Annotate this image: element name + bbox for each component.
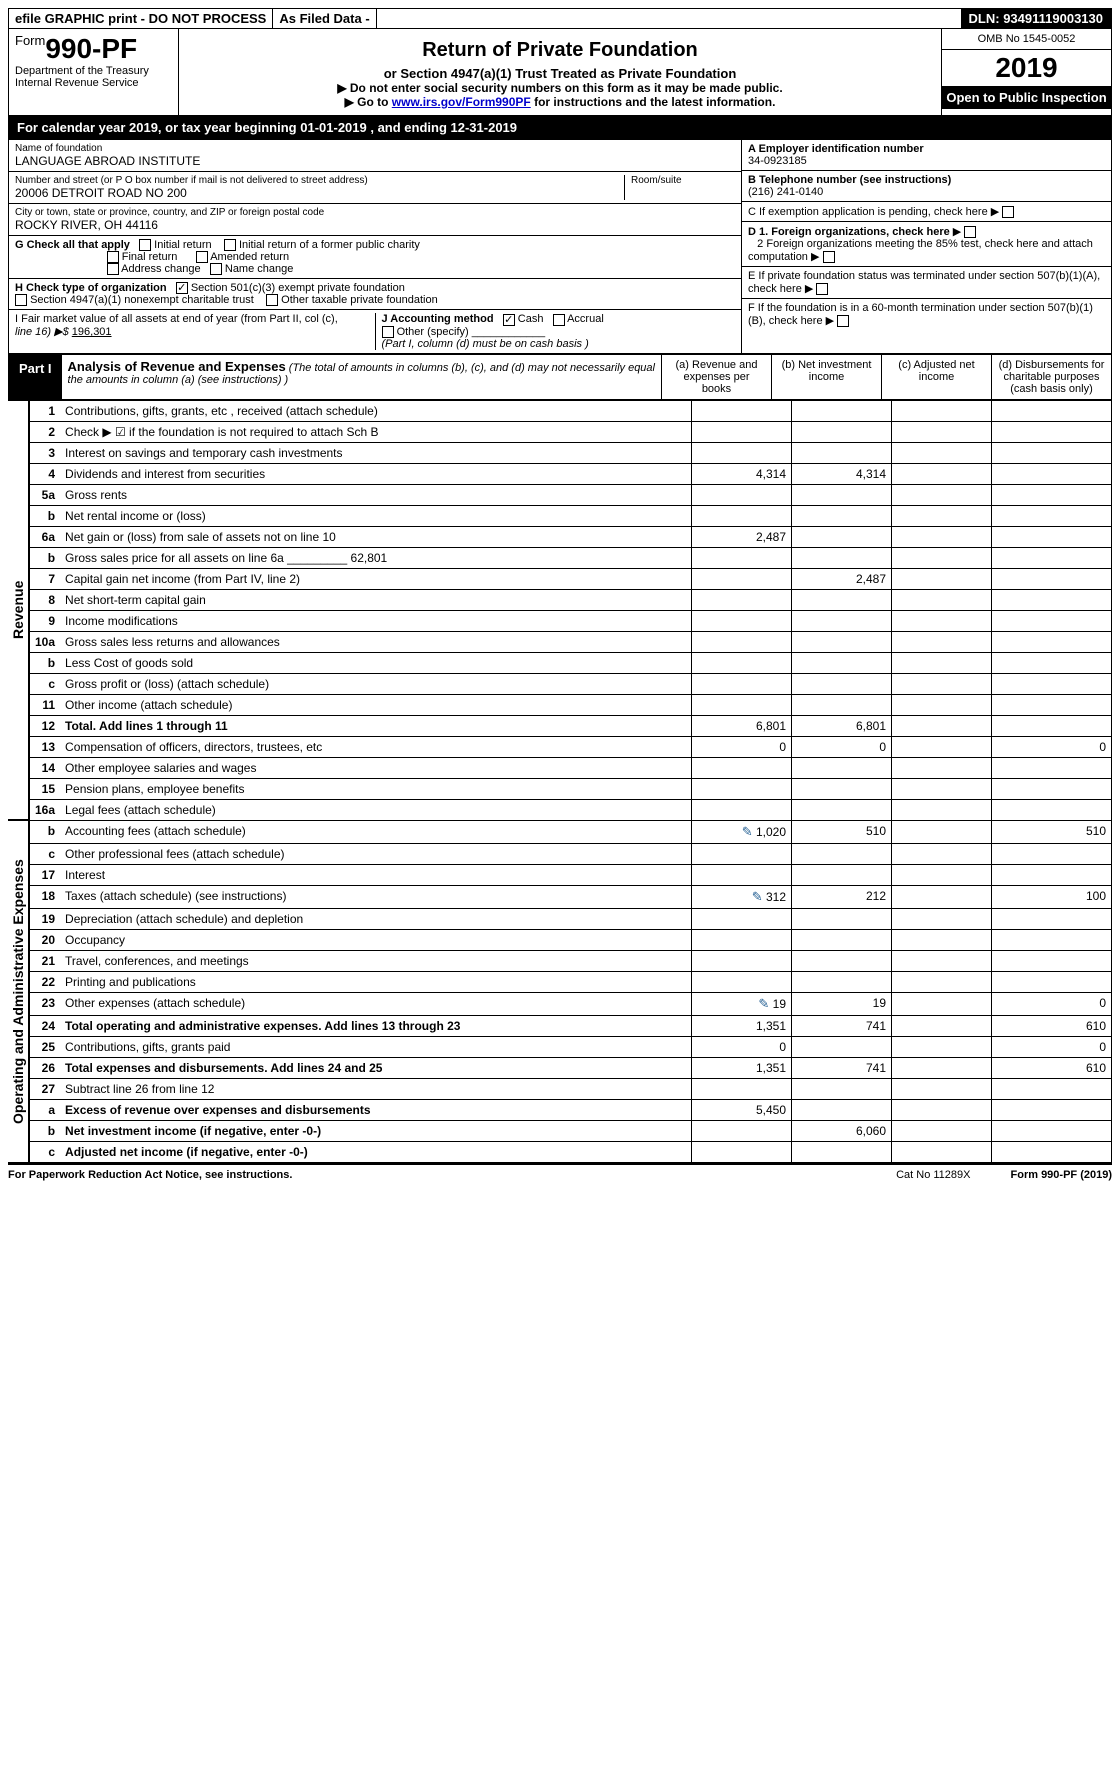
table-row: cGross profit or (loss) (attach schedule… (30, 673, 1112, 694)
table-row: 9Income modifications (30, 610, 1112, 631)
table-row: bAccounting fees (attach schedule)✎ 1,02… (30, 820, 1112, 843)
chk-F[interactable] (837, 315, 849, 327)
chk-cash[interactable]: ✓ (503, 314, 515, 326)
table-row: 7Capital gain net income (from Part IV, … (30, 568, 1112, 589)
table-row: 22Printing and publications (30, 971, 1112, 992)
table-row: 11Other income (attach schedule) (30, 694, 1112, 715)
table-row: 25Contributions, gifts, grants paid00 (30, 1036, 1112, 1057)
table-row: 14Other employee salaries and wages (30, 757, 1112, 778)
chk-initial-former[interactable] (224, 239, 236, 251)
chk-address[interactable] (107, 263, 119, 275)
header-center: Return of Private Foundation or Section … (179, 29, 941, 115)
irs-link[interactable]: www.irs.gov/Form990PF (392, 95, 531, 109)
table-row: bNet investment income (if negative, ent… (30, 1120, 1112, 1141)
table-row: 27Subtract line 26 from line 12 (30, 1078, 1112, 1099)
table-row: 10aGross sales less returns and allowanc… (30, 631, 1112, 652)
table-row: 5aGross rents (30, 484, 1112, 505)
chk-initial[interactable] (139, 239, 151, 251)
expenses-side-label: Operating and Administrative Expenses (8, 820, 29, 1163)
table-row: 26Total expenses and disbursements. Add … (30, 1057, 1112, 1078)
table-row: 4Dividends and interest from securities4… (30, 463, 1112, 484)
table-row: bGross sales price for all assets on lin… (30, 547, 1112, 568)
table-row: 8Net short-term capital gain (30, 589, 1112, 610)
chk-other-tax[interactable] (266, 294, 278, 306)
as-filed: As Filed Data - (272, 9, 376, 28)
revenue-side-label: Revenue (8, 400, 29, 820)
form-title: Return of Private Foundation (185, 39, 935, 62)
foundation-name: LANGUAGE ABROAD INSTITUTE (15, 154, 735, 168)
page-footer: For Paperwork Reduction Act Notice, see … (8, 1165, 1112, 1181)
part1-body: Revenue Operating and Administrative Exp… (8, 400, 1112, 1165)
table-row: 1Contributions, gifts, grants, etc , rec… (30, 400, 1112, 421)
city-state-zip: ROCKY RIVER, OH 44116 (15, 218, 735, 232)
attachment-icon[interactable]: ✎ (758, 996, 769, 1011)
omb-number: OMB No 1545-0052 (942, 29, 1111, 50)
top-bar: efile GRAPHIC print - DO NOT PROCESS As … (8, 8, 1112, 29)
attachment-icon[interactable]: ✎ (752, 889, 763, 904)
table-row: 12Total. Add lines 1 through 116,8016,80… (30, 715, 1112, 736)
chk-final[interactable] (107, 251, 119, 263)
street-address: 20006 DETROIT ROAD NO 200 (15, 186, 618, 200)
table-row: 16aLegal fees (attach schedule) (30, 799, 1112, 820)
chk-E[interactable] (816, 283, 828, 295)
form-number: 990-PF (45, 33, 137, 64)
chk-D1[interactable] (964, 226, 976, 238)
table-row: 17Interest (30, 864, 1112, 885)
open-inspection: Open to Public Inspection (942, 86, 1111, 109)
table-row: bNet rental income or (loss) (30, 505, 1112, 526)
identification-block: Name of foundation LANGUAGE ABROAD INSTI… (8, 140, 1112, 353)
header-right: OMB No 1545-0052 2019 Open to Public Ins… (941, 29, 1111, 115)
tax-year: 2019 (942, 50, 1111, 86)
header-left: Form990-PF Department of the Treasury In… (9, 29, 179, 115)
phone: (216) 241-0140 (748, 186, 823, 198)
table-row: 24Total operating and administrative exp… (30, 1015, 1112, 1036)
table-row: cAdjusted net income (if negative, enter… (30, 1141, 1112, 1162)
chk-4947[interactable] (15, 294, 27, 306)
table-row: 2Check ▶ ☑ if the foundation is not requ… (30, 421, 1112, 442)
dln: DLN: 93491119003130 (961, 9, 1111, 28)
fmv-value: 196,301 (72, 326, 112, 338)
ein: 34-0923185 (748, 155, 807, 167)
form-header: Form990-PF Department of the Treasury In… (8, 29, 1112, 116)
table-row: 19Depreciation (attach schedule) and dep… (30, 908, 1112, 929)
chk-accrual[interactable] (553, 314, 565, 326)
chk-D2[interactable] (823, 251, 835, 263)
efile-notice: efile GRAPHIC print - DO NOT PROCESS (9, 9, 272, 28)
table-row: 21Travel, conferences, and meetings (30, 950, 1112, 971)
table-row: 18Taxes (attach schedule) (see instructi… (30, 885, 1112, 908)
chk-C[interactable] (1002, 206, 1014, 218)
table-row: 13Compensation of officers, directors, t… (30, 736, 1112, 757)
table-row: 15Pension plans, employee benefits (30, 778, 1112, 799)
chk-501c3[interactable]: ✓ (176, 282, 188, 294)
table-row: bLess Cost of goods sold (30, 652, 1112, 673)
table-row: 6aNet gain or (loss) from sale of assets… (30, 526, 1112, 547)
table-row: 3Interest on savings and temporary cash … (30, 442, 1112, 463)
attachment-icon[interactable]: ✎ (742, 824, 753, 839)
table-row: cOther professional fees (attach schedul… (30, 843, 1112, 864)
table-row: 23Other expenses (attach schedule)✎ 1919… (30, 992, 1112, 1015)
chk-other-method[interactable] (382, 326, 394, 338)
chk-amended[interactable] (196, 251, 208, 263)
part1-header: Part I Analysis of Revenue and Expenses … (8, 353, 1112, 400)
chk-name[interactable] (210, 263, 222, 275)
table-row: 20Occupancy (30, 929, 1112, 950)
calendar-year-row: For calendar year 2019, or tax year begi… (8, 116, 1112, 140)
part1-table: 1Contributions, gifts, grants, etc , rec… (29, 400, 1112, 1163)
table-row: aExcess of revenue over expenses and dis… (30, 1099, 1112, 1120)
